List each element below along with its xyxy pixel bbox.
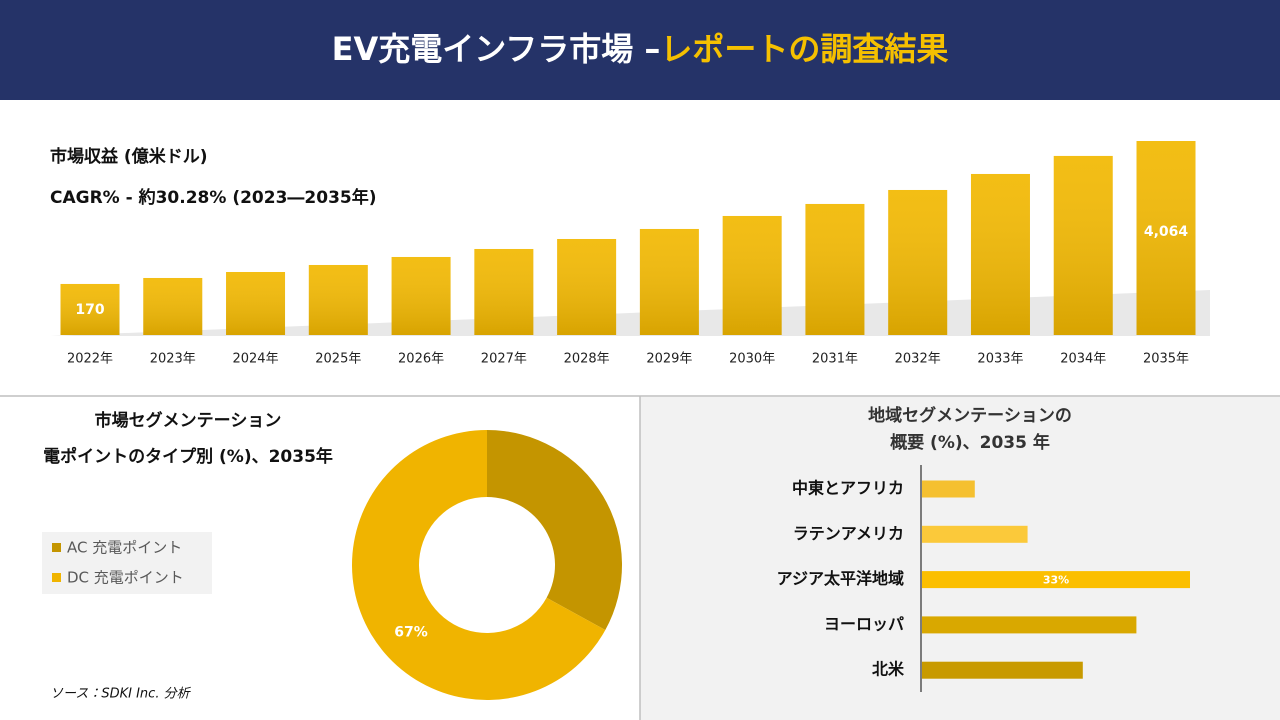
bar-shade <box>60 283 120 335</box>
x-tick-label: 2024年 <box>232 352 278 367</box>
bar-shade <box>1136 141 1196 335</box>
x-tick-label: 2029年 <box>646 352 692 367</box>
x-tick-label: 2035年 <box>1143 352 1189 367</box>
x-tick-label: 2022年 <box>67 352 113 367</box>
bar-shade <box>474 248 534 335</box>
x-tick-label: 2033年 <box>977 352 1023 367</box>
bar-shade <box>888 189 948 335</box>
bar-shade <box>1053 155 1113 335</box>
bar <box>922 571 1190 589</box>
x-tick-label: 2030年 <box>729 352 775 367</box>
bar-shade <box>391 256 451 335</box>
bar-shade <box>805 203 865 335</box>
y-tick-label: ラテンアメリカ <box>793 524 904 543</box>
bar-shade <box>722 215 782 335</box>
bar <box>922 616 1137 634</box>
bar-shade <box>308 264 368 335</box>
data-label: 33% <box>1043 574 1069 587</box>
title-main: EV充電インフラ市場 – <box>332 30 661 68</box>
legend-box <box>42 532 212 594</box>
header-bar <box>0 0 1280 100</box>
bar-shade <box>639 228 699 335</box>
chart-subtitle: CAGR% - 約30.28% (2023―2035年) <box>50 187 377 208</box>
chart-title: 市場収益 (億米ドル) <box>50 146 207 167</box>
x-tick-label: 2034年 <box>1060 352 1106 367</box>
y-tick-label: アジア太平洋地域 <box>777 569 904 588</box>
source-note: ソース：SDKI Inc. 分析 <box>50 687 192 702</box>
header-title: EV充電インフラ市場 –レポートの調査結果 <box>332 30 949 68</box>
x-tick-label: 2028年 <box>564 352 610 367</box>
bar <box>922 661 1083 679</box>
data-label: 170 <box>75 302 104 318</box>
title-highlight: レポートの調査結果 <box>660 30 948 68</box>
bar-shade <box>557 238 617 335</box>
chart-subtitle: 電ポイントのタイプ別 (%)、2035年 <box>43 446 333 467</box>
bar-shade <box>143 277 203 335</box>
legend-label: AC 充電ポイント <box>67 539 182 557</box>
y-tick-label: ヨーロッパ <box>824 614 904 633</box>
donut-slice <box>487 430 623 631</box>
donut-slice <box>352 430 606 701</box>
bar-shade <box>970 173 1030 335</box>
data-label: 4,064 <box>1144 224 1189 240</box>
chart-title: 地域セグメンテーションの <box>868 405 1072 426</box>
y-tick-label: 中東とアフリカ <box>792 479 904 498</box>
x-tick-label: 2023年 <box>150 352 196 367</box>
x-tick-label: 2027年 <box>481 352 527 367</box>
bar <box>922 480 975 498</box>
y-tick-label: 北米 <box>872 660 905 679</box>
x-tick-label: 2026年 <box>398 352 444 367</box>
chart-title: 市場セグメンテーション <box>95 410 282 431</box>
bar-shade <box>226 271 286 335</box>
x-tick-label: 2025年 <box>315 352 361 367</box>
x-tick-label: 2031年 <box>812 352 858 367</box>
data-label: 67% <box>394 624 428 640</box>
legend-swatch <box>52 573 61 582</box>
bar <box>922 525 1028 543</box>
x-tick-label: 2032年 <box>895 352 941 367</box>
legend-label: DC 充電ポイント <box>67 569 184 587</box>
chart-subtitle: 概要 (%)、2035 年 <box>890 432 1050 453</box>
legend-swatch <box>52 543 61 552</box>
